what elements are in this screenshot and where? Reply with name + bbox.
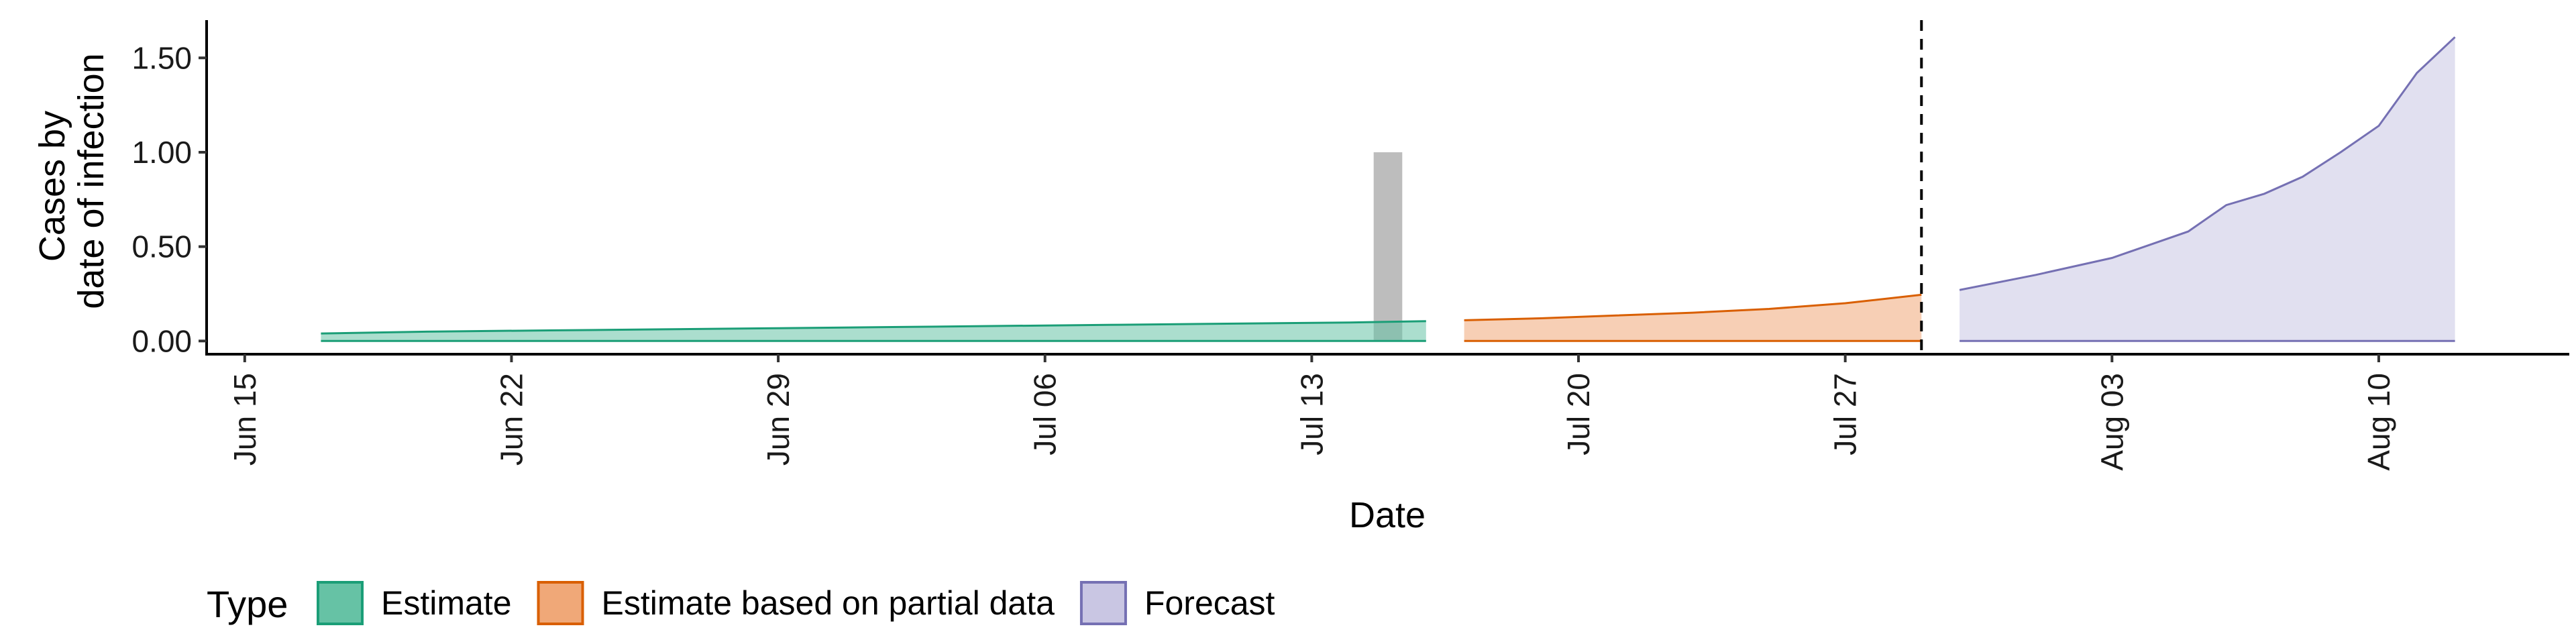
axes (205, 20, 2569, 356)
legend-label-forecast: Forecast (1144, 584, 1275, 622)
y-axis-title-line-1: Cases by (32, 111, 72, 262)
x-tick-label: Jul 20 (1561, 373, 1596, 455)
y-tick-label: 0.50 (131, 229, 192, 264)
forecast-upper-line (1959, 36, 2456, 291)
x-tick-label: Jul 06 (1028, 373, 1063, 455)
legend-key-estimate (317, 581, 364, 625)
y-ticks: 0.00 0.50 1.00 1.50 (131, 40, 207, 358)
x-tick-label: Jun 29 (761, 373, 796, 466)
y-axis-title: Cases by date of infection (32, 53, 111, 309)
x-tick-label: Jun 15 (227, 373, 262, 466)
estimate-ribbon (321, 321, 1426, 341)
estimate-upper-line (321, 320, 1426, 335)
y-tick-label: 0.00 (131, 323, 192, 358)
legend-label-partial: Estimate based on partial data (602, 584, 1055, 622)
legend-key-partial (537, 581, 584, 625)
partial-upper-line (1464, 293, 1922, 321)
legend-label-estimate: Estimate (381, 584, 512, 622)
y-tick-label: 1.00 (131, 135, 192, 170)
x-tick-label: Jul 13 (1294, 373, 1329, 455)
x-ticks: Jun 15 Jun 22 Jun 29 Jul 06 Jul 13 Jul 20 Jul … (227, 354, 2396, 471)
legend-key-forecast (1079, 581, 1127, 625)
plot-area (321, 20, 2456, 354)
y-axis-title-line-2: date of infection (71, 53, 111, 309)
reported-cases-bar (1373, 152, 1403, 341)
legend-title: Type (207, 583, 288, 625)
x-tick-label: Jul 27 (1828, 373, 1863, 455)
x-axis-title: Date (1349, 495, 1426, 535)
forecast-ribbon (1960, 37, 2455, 341)
x-tick-label: Jun 22 (494, 373, 529, 466)
x-tick-label: Aug 03 (2094, 373, 2129, 471)
legend: Type Estimate Estimate based on partial d… (207, 581, 1275, 625)
y-tick-label: 1.50 (131, 40, 192, 75)
x-tick-label: Aug 10 (2361, 373, 2396, 471)
